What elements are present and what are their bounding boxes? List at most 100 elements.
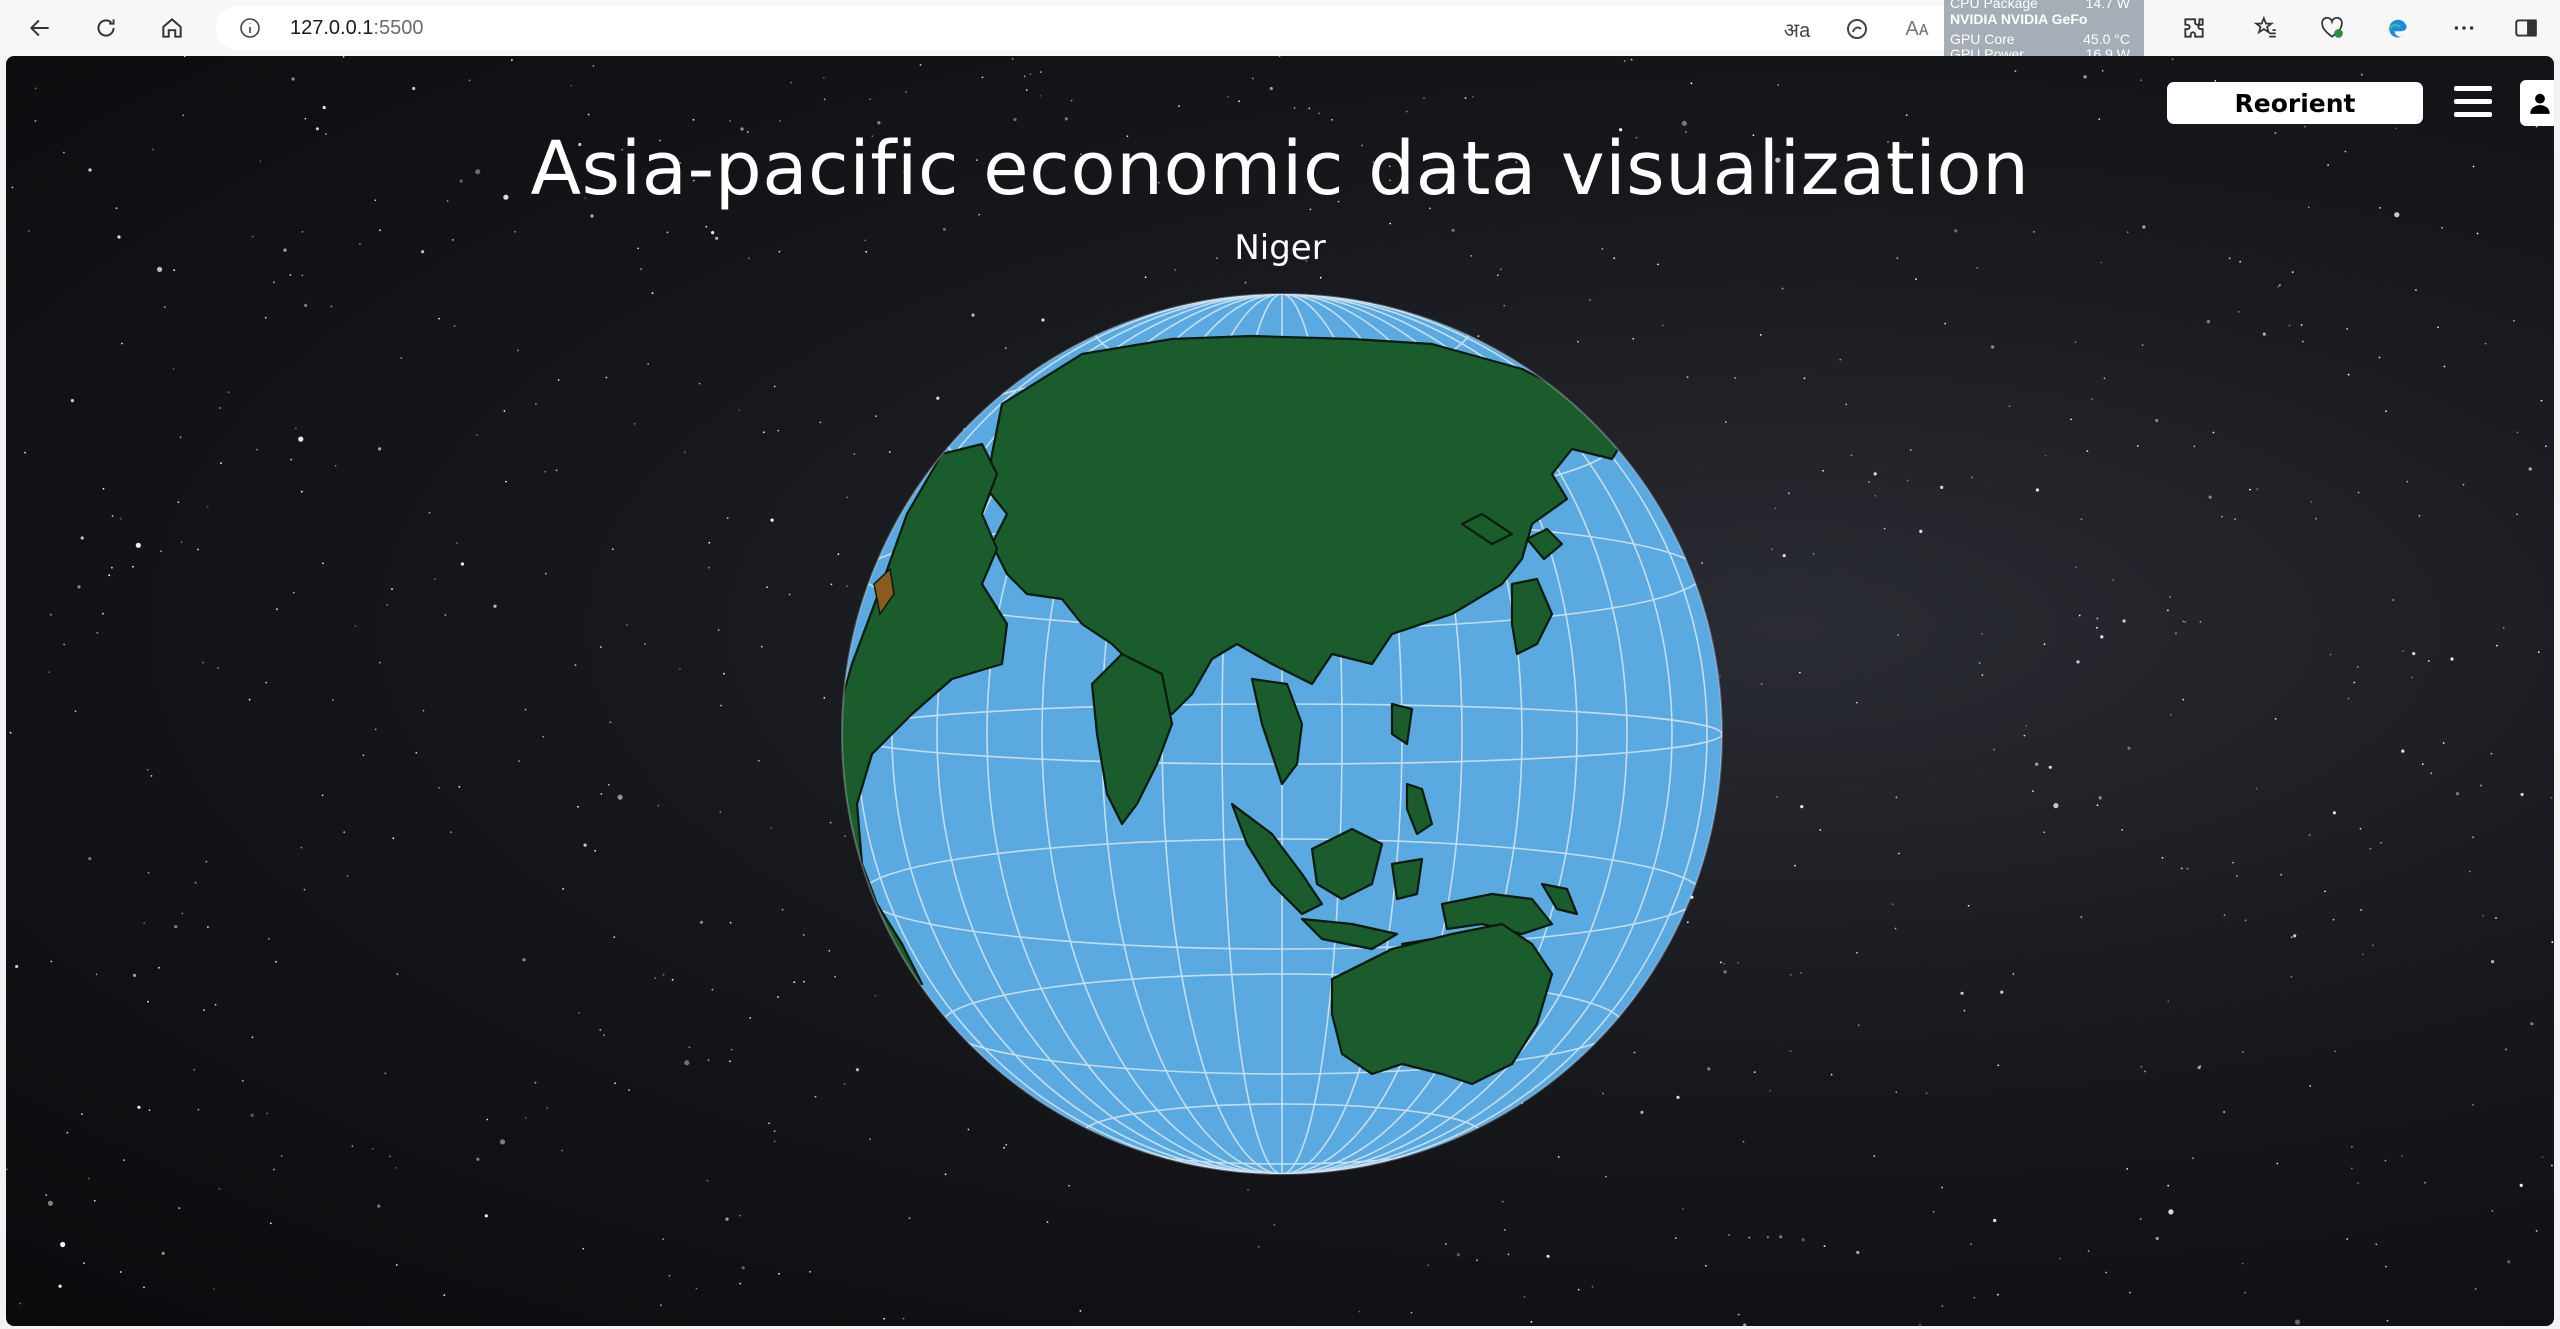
star: [2140, 79, 2143, 82]
star: [865, 250, 868, 253]
star: [2476, 232, 2479, 235]
country-shape[interactable]: [1510, 577, 1554, 656]
star: [1705, 1264, 1707, 1267]
star: [1883, 527, 1886, 530]
star: [2096, 804, 2099, 807]
star: [1856, 951, 1858, 954]
star: [214, 1003, 217, 1006]
home-icon[interactable]: [154, 10, 190, 46]
star: [711, 988, 714, 991]
star: [2353, 681, 2356, 684]
star: [534, 1081, 537, 1084]
star: [777, 996, 779, 998]
star: [2100, 635, 2104, 639]
country-shape[interactable]: [1405, 782, 1434, 836]
edge-icon[interactable]: [2380, 10, 2416, 46]
star: [1499, 268, 1502, 271]
globe[interactable]: [832, 284, 1732, 1184]
star: [846, 496, 849, 499]
star: [2346, 328, 2349, 330]
star: [2360, 909, 2363, 911]
star: [2400, 1155, 2403, 1158]
tracking-icon[interactable]: [1844, 16, 1870, 42]
menu-icon[interactable]: [2452, 82, 2494, 122]
star: [1318, 112, 1320, 115]
star: [1812, 553, 1815, 555]
back-icon[interactable]: [22, 10, 58, 46]
star: [1464, 97, 1467, 99]
read-aloud-icon[interactable]: Aᴀ: [1905, 17, 1929, 40]
star: [273, 281, 275, 284]
star: [1389, 179, 1391, 182]
star: [2430, 772, 2433, 775]
country-shape[interactable]: [1390, 857, 1424, 901]
country-shape[interactable]: [1330, 922, 1554, 1086]
country-shape[interactable]: [1460, 512, 1514, 546]
star: [1501, 1200, 1504, 1203]
country-shape[interactable]: [1525, 527, 1564, 561]
star: [1991, 345, 1995, 349]
star: [1657, 263, 1659, 266]
address-bar[interactable]: 127.0.0.1:5500 अa Aᴀ: [216, 6, 1966, 50]
country-shape[interactable]: [1230, 802, 1324, 916]
star: [1915, 278, 1917, 281]
star: [577, 805, 579, 808]
star: [2014, 70, 2017, 72]
star: [739, 1214, 742, 1217]
extensions-icon[interactable]: [2176, 10, 2212, 46]
star: [647, 363, 650, 366]
country-shape[interactable]: [1440, 892, 1554, 936]
highlighted-country-niger[interactable]: [873, 567, 895, 616]
translate-icon[interactable]: अa: [1783, 19, 1811, 42]
star: [919, 64, 922, 66]
star: [1905, 114, 1908, 116]
country-shape[interactable]: [1310, 827, 1384, 901]
info-icon[interactable]: [238, 16, 262, 40]
sidebar-icon[interactable]: [2508, 10, 2544, 46]
star: [1337, 200, 1340, 203]
star: [503, 410, 506, 412]
star: [823, 696, 826, 699]
country-shape[interactable]: [1090, 652, 1174, 826]
country-shape[interactable]: [1390, 702, 1414, 746]
country-shape[interactable]: [1250, 677, 1304, 786]
star: [2105, 1271, 2108, 1274]
favorites-icon[interactable]: [2248, 10, 2284, 46]
star: [2490, 752, 2493, 755]
star: [905, 145, 908, 147]
star: [2379, 207, 2381, 209]
star: [2276, 1162, 2279, 1165]
country-shape[interactable]: [832, 442, 1009, 986]
star: [96, 632, 99, 634]
star: [2491, 960, 2495, 964]
star: [2324, 890, 2326, 893]
reorient-button[interactable]: Reorient: [2167, 82, 2423, 124]
star: [2206, 320, 2210, 324]
more-icon[interactable]: [2446, 10, 2482, 46]
star: [303, 888, 306, 891]
browser-essentials-icon[interactable]: [2314, 10, 2350, 46]
star: [2378, 356, 2381, 359]
star: [2528, 467, 2532, 471]
country-shape[interactable]: [1540, 882, 1579, 916]
refresh-icon[interactable]: [88, 10, 124, 46]
star: [486, 1118, 489, 1121]
star: [546, 1106, 549, 1109]
star: [2535, 1230, 2538, 1232]
country-shape[interactable]: [985, 334, 1629, 716]
star: [903, 171, 906, 174]
url-text[interactable]: 127.0.0.1:5500: [290, 17, 423, 40]
star: [2182, 620, 2185, 623]
star: [1690, 895, 1694, 899]
star: [666, 231, 669, 234]
user-button[interactable]: [2520, 80, 2554, 126]
country-shape[interactable]: [1300, 917, 1399, 951]
star: [2472, 1104, 2474, 1106]
star: [1039, 94, 1042, 97]
star: [1790, 973, 1792, 976]
star: [1720, 961, 1722, 964]
star: [803, 980, 805, 983]
star: [1737, 1313, 1740, 1316]
star: [1640, 1110, 1644, 1114]
hovered-country-label: Niger: [1234, 228, 1326, 268]
